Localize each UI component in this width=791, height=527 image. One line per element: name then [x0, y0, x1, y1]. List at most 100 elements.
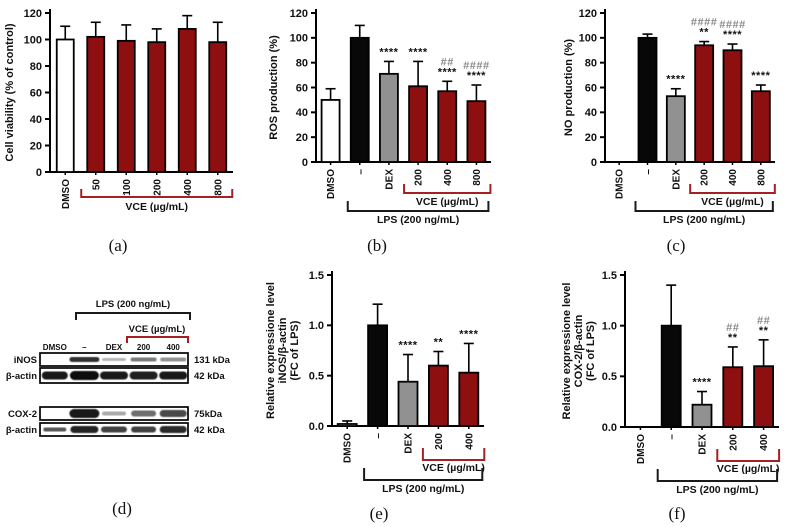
- group-bracket: [634, 201, 774, 212]
- bar-–: [367, 324, 388, 427]
- blot-band: [101, 426, 127, 433]
- significance-marker: ****: [409, 46, 428, 58]
- y-tick-label: 1.0: [309, 320, 324, 332]
- x-category-label: 800: [756, 169, 767, 186]
- blot-lane-label: –: [82, 343, 87, 352]
- bar-–: [349, 36, 370, 163]
- panel-a: 0 20 40 60 80 100 120 Cell viability (% of cont…: [0, 0, 264, 260]
- blot-kda-label: 42 kDa: [194, 371, 225, 382]
- y-tick-label: 0.5: [602, 371, 617, 383]
- blot-band: [131, 426, 157, 433]
- bar-DMSO: [320, 99, 341, 163]
- significance-marker: ####: [719, 19, 745, 31]
- group-bracket-label: LPS (200 ng/mL): [663, 214, 745, 226]
- group-bracket-label: LPS (200 ng/mL): [676, 484, 758, 496]
- blot-kda-label: 42 kDa: [194, 425, 225, 436]
- bar-DEX: [691, 403, 713, 428]
- x-category-label: 400: [464, 433, 475, 450]
- x-category-label: DEX: [671, 169, 682, 190]
- blot-band: [129, 371, 158, 380]
- y-axis-label: Cell viability (% of control): [4, 23, 16, 161]
- panel-b-letter: (b): [367, 236, 387, 255]
- x-category-label: DEX: [698, 434, 709, 455]
- blot-band: [69, 357, 100, 362]
- group-bracket-label: VCE (µg/mL): [416, 196, 479, 208]
- blot-kda-label: 131 kDa: [194, 355, 231, 366]
- y-tick-label: 40: [30, 114, 42, 126]
- group-bracket: [421, 448, 486, 461]
- y-tick-label: 80: [296, 58, 308, 70]
- x-category-label: DMSO: [326, 169, 337, 199]
- x-category-label: 100: [122, 179, 133, 196]
- y-tick-label: 20: [30, 140, 42, 152]
- y-tick-label: 20: [585, 132, 597, 144]
- bar-400: [437, 90, 458, 163]
- x-category-label: 800: [213, 179, 224, 196]
- blot-band: [41, 371, 68, 380]
- panel-f-letter: (f): [668, 504, 686, 523]
- significance-marker: ****: [666, 74, 685, 86]
- x-category-label: 200: [414, 169, 425, 186]
- chart-b: 0 20 40 60 80 100 120 ROS production (%) DMSO – DE…: [268, 8, 492, 226]
- group-bracket: [80, 189, 234, 198]
- y-axis-label: ROS production (%): [268, 35, 280, 140]
- y-axis-label: NO production (%): [563, 39, 575, 136]
- y-axis-label: Relative expressione level: [561, 283, 573, 420]
- significance-marker: **: [434, 337, 444, 349]
- significance-marker: ****: [692, 377, 711, 389]
- significance-marker: ****: [467, 70, 486, 82]
- y-tick-label: 1.5: [309, 270, 324, 282]
- blot-lane-label: 200: [137, 343, 151, 352]
- y-axis-label: Relative expressione level: [265, 282, 277, 419]
- bar-100: [116, 39, 136, 173]
- significance-marker: ****: [398, 340, 417, 352]
- y-tick-label: 80: [30, 61, 42, 73]
- western-blot: LPS (200 ng/mL) VCE (µg/mL) DMSO – DEX 200 400…: [6, 299, 231, 437]
- y-tick-label: 0: [36, 167, 42, 179]
- blot-kda-label: 75kDa: [194, 409, 223, 420]
- x-category-label: 200: [728, 434, 739, 451]
- group-bracket: [346, 201, 490, 212]
- panel-e: 0.0 0.5 1.0 1.5 Relative expressione level iN…: [264, 260, 528, 527]
- significance-marker: **: [728, 332, 738, 344]
- x-category-label: DMSO: [61, 179, 72, 209]
- blot-band: [43, 427, 67, 432]
- blot-band: [159, 426, 187, 433]
- bar-DEX: [379, 72, 399, 163]
- blot-band: [102, 411, 126, 416]
- group-bracket-label: LPS (200 ng/mL): [382, 483, 464, 495]
- bar-400: [458, 371, 480, 427]
- significance-marker: ##: [726, 322, 739, 334]
- x-category-label: 200: [152, 179, 163, 196]
- significance-marker: ####: [463, 60, 489, 72]
- panel-e-letter: (e): [369, 504, 389, 523]
- x-category-label: 50: [91, 179, 102, 191]
- panel-a-letter: (a): [108, 236, 128, 255]
- blot-band: [102, 358, 126, 361]
- significance-marker: ****: [751, 70, 770, 82]
- bar-–: [660, 324, 682, 428]
- bar-200: [147, 41, 167, 173]
- blot-lane-label: DMSO: [43, 343, 67, 352]
- blot-band: [131, 410, 157, 417]
- x-category-label: 200: [434, 433, 445, 450]
- bar-400: [722, 49, 743, 163]
- blot-band: [100, 371, 128, 380]
- bar-400: [753, 365, 775, 428]
- y-tick-label: 0: [591, 157, 597, 169]
- y-tick-label: 0.5: [309, 371, 324, 383]
- blot-protein-label: iNOS: [14, 355, 37, 366]
- blot-lane-label: 400: [167, 343, 181, 352]
- blot-lane-label: DEX: [106, 343, 123, 352]
- blot-band: [70, 426, 99, 433]
- x-category-label: DEX: [404, 433, 415, 454]
- y-tick-label: 40: [585, 107, 597, 119]
- bar-200: [427, 364, 449, 427]
- bar-DMSO: [55, 38, 75, 173]
- group-bracket: [363, 468, 484, 481]
- y-tick-label: 20: [296, 132, 308, 144]
- y-tick-label: 1.0: [602, 321, 617, 333]
- blot-lps-bracket: [75, 312, 191, 320]
- bar-800: [208, 41, 228, 173]
